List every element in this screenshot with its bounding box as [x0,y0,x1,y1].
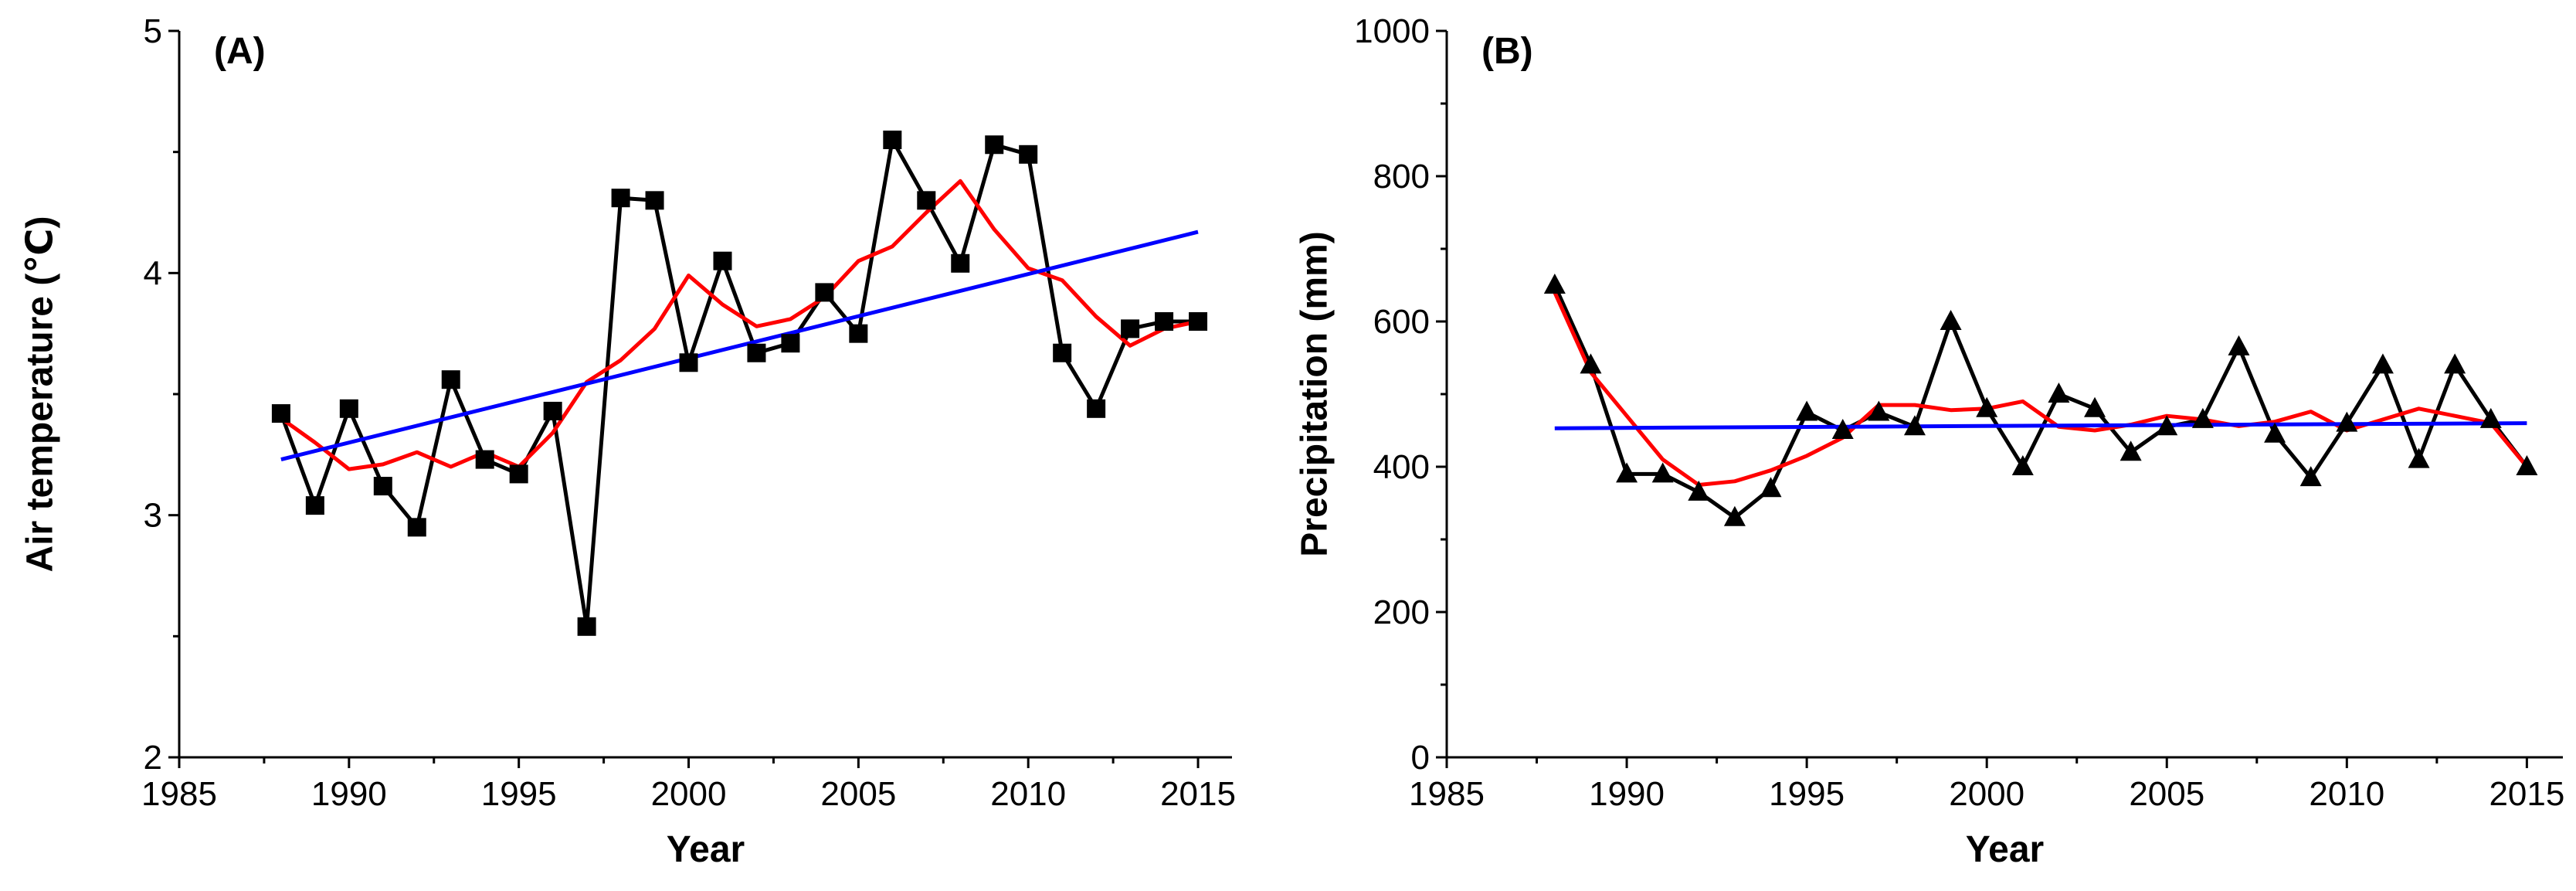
x-axis-title: Year [667,829,745,870]
x-tick-label: 2015 [2489,775,2564,813]
data-point-marker [2120,440,2142,461]
data-point-marker [271,404,290,423]
series-line-moving-average [280,179,1199,471]
data-point-marker [2156,415,2178,436]
data-point-marker [1019,145,1038,164]
data-point-marker [1651,462,1674,483]
data-point-marker [985,135,1004,155]
data-point-marker [373,477,392,496]
x-tick-label: 2010 [990,775,1066,813]
data-point-marker [1087,399,1106,418]
data-point-marker [543,401,562,420]
data-point-marker [2084,396,2106,417]
data-point-marker [747,343,766,362]
data-point-marker [1796,400,1818,421]
panel-label: (B) [1481,31,1533,72]
data-point-marker [1940,310,1962,330]
panel-label: (A) [214,31,266,72]
data-point-marker [407,518,426,537]
data-point-marker [2479,407,2502,428]
y-axis-title: Precipitation (mm) [1295,231,1336,556]
data-point-marker [713,251,732,270]
data-point-marker [849,324,868,343]
data-point-marker [1189,312,1208,331]
data-point-marker [509,464,528,484]
x-tick-label: 1990 [311,775,387,813]
data-point-marker [883,131,902,149]
y-tick-label: 400 [1373,448,1430,486]
x-tick-label: 1995 [1769,775,1845,813]
data-point-marker [2228,335,2250,355]
data-point-marker [1903,415,1926,436]
x-tick-label: 1985 [141,775,217,813]
data-point-marker [339,399,358,418]
data-point-marker [645,191,664,210]
data-point-marker [1155,312,1174,331]
data-point-marker [2371,353,2394,374]
data-point-marker [611,189,630,208]
data-point-marker [679,353,698,372]
data-point-marker [1543,274,1566,294]
data-point-marker [577,617,596,636]
data-point-marker [2191,407,2214,428]
series-line-moving-average [1553,291,2529,487]
data-point-marker [815,283,834,302]
x-tick-label: 2010 [2309,775,2384,813]
x-tick-label: 2005 [2129,775,2204,813]
x-tick-label: 1985 [1409,775,1485,813]
data-point-marker [1868,400,1890,421]
data-point-marker [2011,455,2034,475]
x-tick-label: 2000 [1949,775,2024,813]
data-point-marker [305,496,324,515]
x-axis-title: Year [1966,829,2044,870]
x-tick-label: 2005 [820,775,896,813]
data-point-marker [2408,447,2430,468]
data-point-marker [2516,455,2538,475]
y-tick-label: 600 [1373,303,1430,341]
data-point-marker [441,370,460,389]
y-axis-title: Air temperature (℃) [20,216,61,573]
data-point-marker [2336,411,2358,432]
data-point-marker [1121,319,1140,338]
y-tick-label: 0 [1411,739,1430,777]
data-point-marker [2299,466,2322,487]
y-tick-label: 5 [144,12,162,50]
panel-b-precipitation: 1985 1990 1995 2000 2005 2010 2015 0 200 400 600 80… [1295,12,2565,870]
data-point-marker [1976,396,1998,417]
data-point-marker [1053,343,1072,362]
data-point-marker [1688,480,1710,501]
data-point-marker [1831,419,1854,439]
series-line-linear-trend [280,230,1199,462]
data-point-marker [475,450,494,469]
data-point-marker [2264,422,2286,443]
series-line-annual-total [1553,284,2529,520]
data-point-marker [1616,462,1638,483]
data-point-marker [1580,353,1602,374]
series-line-linear-trend [1554,421,2527,430]
data-point-marker [1760,477,1782,498]
x-tick-label: 2015 [1160,775,1236,813]
data-point-marker [917,191,936,210]
y-tick-label: 200 [1373,593,1430,631]
series-line-annual-mean [279,138,1198,629]
y-tick-label: 3 [144,497,162,535]
x-tick-label: 2000 [651,775,727,813]
x-tick-label: 1990 [1589,775,1665,813]
data-point-marker [2444,353,2466,374]
panel-a-air-temperature: 1985 1990 1995 2000 2005 2010 2015 2 3 4 5 Year Air … [20,12,1236,870]
y-tick-label: 800 [1373,158,1430,196]
data-point-marker [2048,383,2070,403]
data-point-marker [951,253,970,273]
x-tick-label: 1995 [481,775,557,813]
data-point-marker [1723,505,1746,526]
y-tick-label: 1000 [1354,12,1430,50]
data-point-marker [781,334,800,353]
y-tick-label: 2 [144,739,162,777]
y-tick-label: 4 [144,254,162,292]
